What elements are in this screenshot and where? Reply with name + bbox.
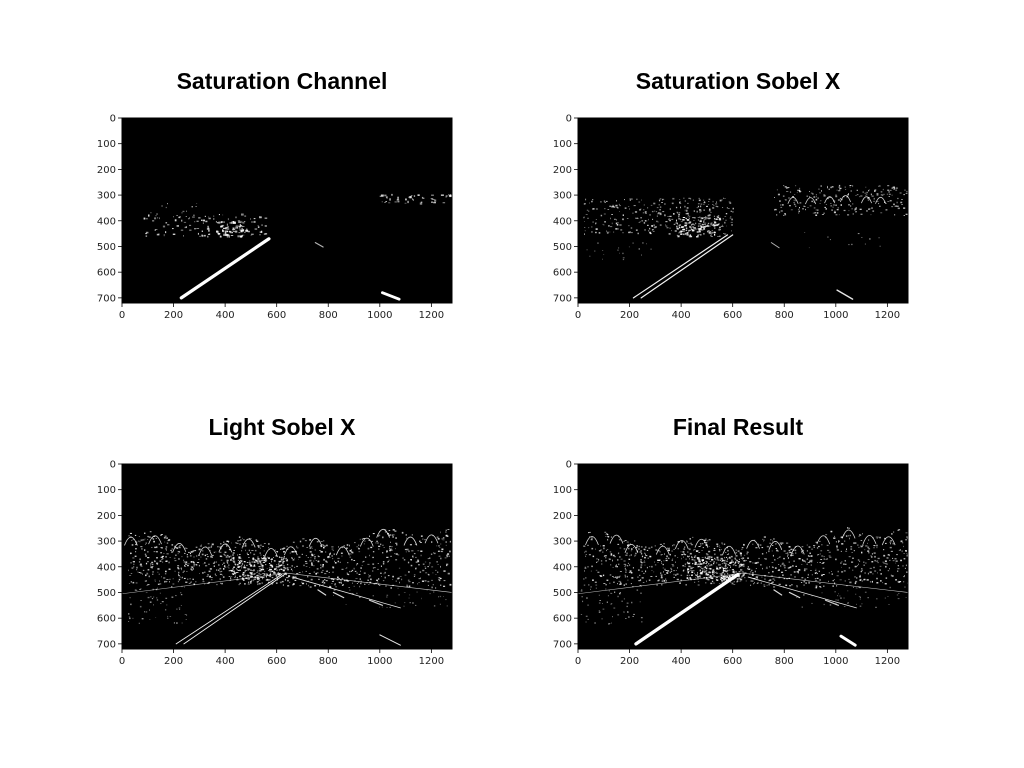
y-tick-label: 100 [553,139,572,150]
y-tick-label: 300 [97,191,116,202]
x-tick-label: 400 [216,310,235,321]
x-tick-label: 0 [575,656,581,667]
y-tick-label: 500 [97,242,116,253]
x-tick-label: 1200 [419,656,444,667]
image-area [578,464,908,649]
y-tick-label: 200 [97,511,116,522]
x-tick-label: 0 [119,310,125,321]
edge-pixels [578,527,908,647]
axes-frame [577,117,909,304]
y-tick-label: 500 [553,242,572,253]
x-tick-label: 800 [319,310,338,321]
image-area [578,118,908,303]
y-tick-label: 300 [97,537,116,548]
y-tick-label: 600 [553,268,572,279]
x-tick-label: 600 [723,310,742,321]
panel-title-light-sobel-x: Light Sobel X [208,414,356,440]
y-tick-label: 700 [97,293,116,304]
plot-final-result: 0 200 400 600 800 1000 1200 0 100 200 300 400 500 600… [553,460,909,667]
plot-saturation-sobel-x: 0 200 400 600 800 1000 1200 0 100 200 300 400 500 600… [553,114,909,321]
axes-frame [577,463,909,650]
x-tick-label: 800 [319,656,338,667]
y-tick-label: 200 [553,511,572,522]
y-tick-label: 700 [553,639,572,650]
y-tick-label: 400 [97,216,116,227]
y-tick-label: 400 [97,562,116,573]
edge-pixels [583,184,908,300]
image-area [122,118,452,303]
y-tick-label: 400 [553,216,572,227]
y-tick-label: 700 [553,293,572,304]
x-tick-label: 200 [620,656,639,667]
y-tick-label: 600 [97,614,116,625]
edge-pixels [143,193,452,301]
y-tick-label: 400 [553,562,572,573]
axes-frame [121,463,453,650]
panel-title-final-result: Final Result [672,414,804,440]
y-tick-label: 500 [553,588,572,599]
x-tick-label: 1000 [823,656,848,667]
y-tick-label: 100 [97,485,116,496]
x-tick-label: 0 [119,656,125,667]
x-tick-label: 400 [672,656,691,667]
y-tick-label: 300 [553,537,572,548]
x-tick-label: 1000 [367,656,392,667]
x-tick-label: 600 [267,656,286,667]
x-tick-label: 0 [575,310,581,321]
y-tick-label: 0 [566,114,572,125]
x-tick-label: 1200 [419,310,444,321]
x-tick-label: 800 [775,310,794,321]
x-tick-label: 1000 [367,310,392,321]
y-tick-label: 200 [553,165,572,176]
x-tick-label: 1200 [875,656,900,667]
plot-saturation-channel: 0 200 400 600 800 1000 1200 0 100 200 300 400 500 600… [97,114,453,321]
x-tick-label: 200 [620,310,639,321]
edge-pixels [122,528,452,646]
axes-frame [121,117,453,304]
y-tick-label: 100 [97,139,116,150]
x-tick-label: 400 [216,656,235,667]
y-tick-label: 700 [97,639,116,650]
x-tick-label: 800 [775,656,794,667]
plot-light-sobel-x: 0 200 400 600 800 1000 1200 0 100 200 300 400 500 600… [97,460,453,667]
y-tick-label: 600 [97,268,116,279]
y-tick-label: 200 [97,165,116,176]
x-tick-label: 1200 [875,310,900,321]
y-tick-label: 0 [110,114,116,125]
panel-title-saturation-sobel-x: Saturation Sobel X [635,68,841,94]
x-tick-label: 600 [267,310,286,321]
x-tick-label: 200 [164,310,183,321]
panel-title-saturation-channel: Saturation Channel [176,68,388,94]
x-tick-label: 400 [672,310,691,321]
y-tick-label: 100 [553,485,572,496]
y-tick-label: 0 [110,460,116,471]
y-tick-label: 0 [566,460,572,471]
y-tick-label: 500 [97,588,116,599]
image-area [122,464,452,649]
x-tick-label: 200 [164,656,183,667]
x-tick-label: 600 [723,656,742,667]
x-tick-label: 1000 [823,310,848,321]
y-tick-label: 300 [553,191,572,202]
y-tick-label: 600 [553,614,572,625]
